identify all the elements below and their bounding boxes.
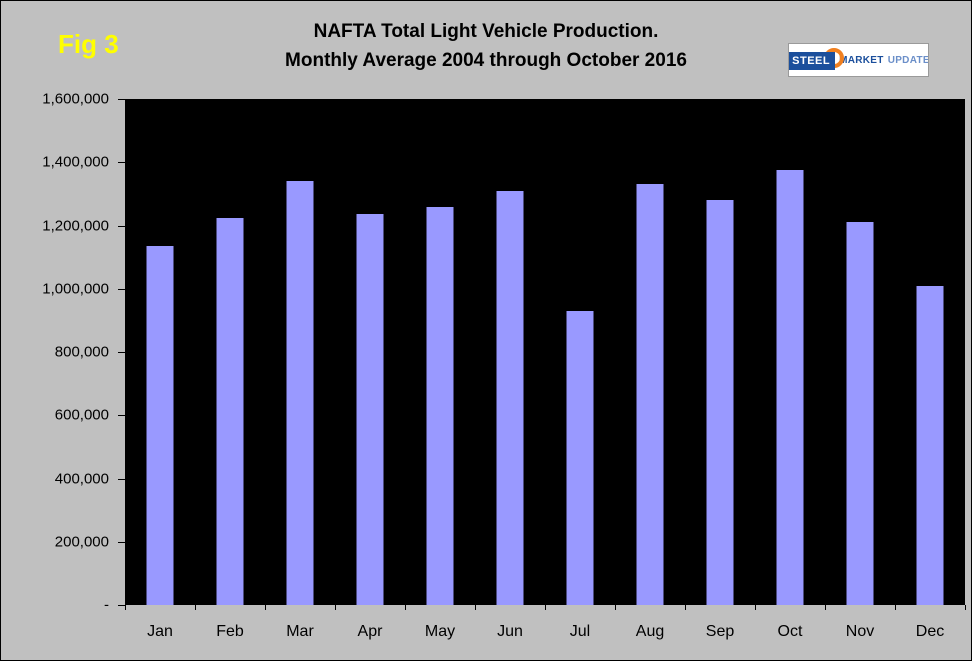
x-axis-label-sep: Sep [705, 623, 735, 640]
x-axis-tick [684, 605, 686, 610]
x-axis-tick [194, 605, 196, 610]
x-axis-tick [615, 605, 616, 610]
chart-title-line2: Monthly Average 2004 through October 201… [285, 50, 687, 71]
steel-market-update-logo: STEEL MARKET UPDATE [788, 43, 929, 77]
y-axis-label: 1,200,000 [42, 217, 109, 234]
plot-area [125, 99, 965, 605]
x-axis-tick [545, 605, 546, 610]
x-axis-tick [264, 605, 266, 610]
bar-feb [216, 217, 244, 605]
x-axis-label-apr: Apr [357, 623, 383, 640]
y-axis: - 200,000 400,000 600,000 800,000 1,000,000 1,… [1, 91, 125, 614]
x-axis-tick [404, 605, 406, 610]
logo-market-text: MARKET [839, 54, 884, 66]
x-axis-tick [125, 605, 126, 610]
bar-sep [706, 200, 734, 605]
y-axis-tick [118, 288, 125, 290]
x-axis-label-aug: Aug [635, 623, 665, 640]
y-axis-tick [118, 478, 125, 480]
y-axis-label: 1,400,000 [42, 153, 109, 171]
x-axis-tick [895, 605, 896, 610]
x-axis-label-feb: Feb [216, 623, 244, 640]
bar-jun [496, 190, 524, 605]
bar-dec [916, 285, 944, 605]
y-axis-label: 600,000 [54, 406, 109, 424]
x-axis-label-jun: Jun [497, 623, 523, 640]
bar-aug [636, 184, 664, 605]
y-axis-label: 400,000 [54, 470, 109, 487]
bar-apr [356, 214, 384, 605]
x-axis-label-dec: Dec [915, 623, 945, 640]
x-axis-tick [965, 605, 966, 610]
x-axis: Jan Feb Mar Apr May Jun Jul Aug Sep Oct Nov Dec [125, 605, 966, 651]
y-axis-label: - [104, 596, 109, 614]
y-axis-tick [118, 162, 125, 164]
y-axis-label: 800,000 [54, 343, 109, 361]
y-axis-tick [118, 225, 125, 227]
y-axis-label: 1,600,000 [42, 90, 109, 108]
x-axis-tick [335, 605, 336, 610]
y-axis-tick [118, 99, 125, 100]
chart-title-line1: NAFTA Total Light Vehicle Production. [313, 21, 659, 42]
bar-may [426, 206, 454, 605]
y-axis-tick [118, 415, 125, 417]
x-axis-label-mar: Mar [286, 623, 314, 640]
bar-jan [146, 246, 174, 605]
logo-update-text: UPDATE [887, 54, 929, 66]
bar-nov [846, 222, 874, 605]
x-axis-tick [825, 605, 826, 610]
figure-label: Fig 3 [58, 29, 119, 59]
x-axis-tick [755, 605, 756, 610]
y-axis-label: 200,000 [54, 533, 109, 551]
y-axis-label: 1,000,000 [42, 280, 109, 298]
x-axis-tick [475, 605, 476, 610]
y-axis-tick [118, 352, 125, 353]
bar-oct [776, 170, 804, 605]
y-axis-tick [118, 541, 125, 543]
x-axis-label-may: May [424, 623, 456, 640]
y-axis-tick [118, 605, 125, 606]
bar-mar [286, 181, 314, 605]
x-axis-label-nov: Nov [845, 623, 875, 640]
x-axis-label-oct: Oct [777, 623, 803, 640]
x-axis-label-jul: Jul [569, 623, 591, 640]
logo-steel-text: STEEL [789, 51, 836, 70]
bar-jul [566, 310, 594, 605]
x-axis-label-jan: Jan [147, 623, 173, 640]
chart-title: NAFTA Total Light Vehicle Production. Mo… [1, 17, 971, 75]
logo-steel-block: STEEL [789, 47, 845, 70]
